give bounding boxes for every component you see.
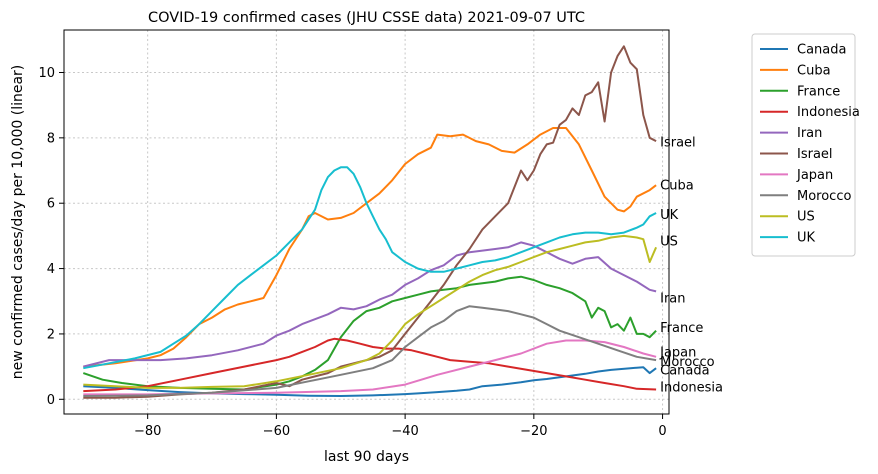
end-labels: Canada Cuba France Indonesia Iran Israel Japan… [659,136,723,396]
legend-entry-indonesia: Indonesia [797,105,860,120]
legend-entry-us: US [797,210,815,225]
end-label-cuba: Cuba [660,179,694,194]
series-line-israel [83,45,657,399]
legend-entry-france: France [797,84,840,99]
legend-entry-japan: Japan [796,168,833,183]
legend-entry-iran: Iran [797,126,822,141]
series-line-france [82,275,657,391]
chart-title: COVID-19 confirmed cases (JHU CSSE data)… [148,10,585,26]
y-tick-label: 8 [47,131,55,146]
legend-entry-morocco: Morocco [797,189,851,204]
x-tick-label: −40 [391,424,418,439]
series-layer [82,45,658,399]
y-axis-label: new confirmed cases/day per 10,000 (line… [10,65,26,380]
legend: Canada Cuba France Indonesia Iran Israel Japan… [751,33,860,257]
series-line-us [83,234,658,389]
series-line-cuba [83,127,657,368]
end-label-japan: Japan [659,345,696,360]
end-label-canada: Canada [660,363,709,378]
series-line-iran [83,241,657,368]
legend-entry-uk: UK [797,231,816,246]
legend-entry-cuba: Cuba [797,63,831,78]
series-line-morocco [83,305,657,397]
end-label-uk: UK [660,208,679,223]
end-label-us: US [660,234,678,249]
y-tick-label: 2 [47,327,55,342]
legend-entry-canada: Canada [797,43,846,58]
y-tick-label: 6 [47,197,55,212]
x-tick-label: −60 [263,424,290,439]
end-label-morocco: Morocco [660,355,714,370]
y-tick-label: 10 [38,66,55,81]
x-tick-label: −80 [134,424,161,439]
end-label-israel: Israel [660,136,696,151]
end-label-iran: Iran [660,291,685,306]
x-axis: −80 −60 −40 −20 0 [134,414,667,439]
series-line-indonesia [83,337,657,393]
plot-frame [63,29,670,415]
series-line-japan [83,339,657,396]
x-axis-label: last 90 days [324,449,409,465]
end-label-france: France [660,321,703,336]
x-tick-label: 0 [658,424,666,439]
y-axis: 0 2 4 6 8 10 [38,66,64,408]
legend-frame [751,33,856,257]
y-tick-label: 4 [47,262,55,277]
y-tick-label: 0 [47,393,55,408]
end-label-indonesia: Indonesia [660,380,723,395]
legend-entry-israel: Israel [797,147,833,162]
series-line-uk [83,166,657,370]
x-tick-label: −20 [520,424,547,439]
